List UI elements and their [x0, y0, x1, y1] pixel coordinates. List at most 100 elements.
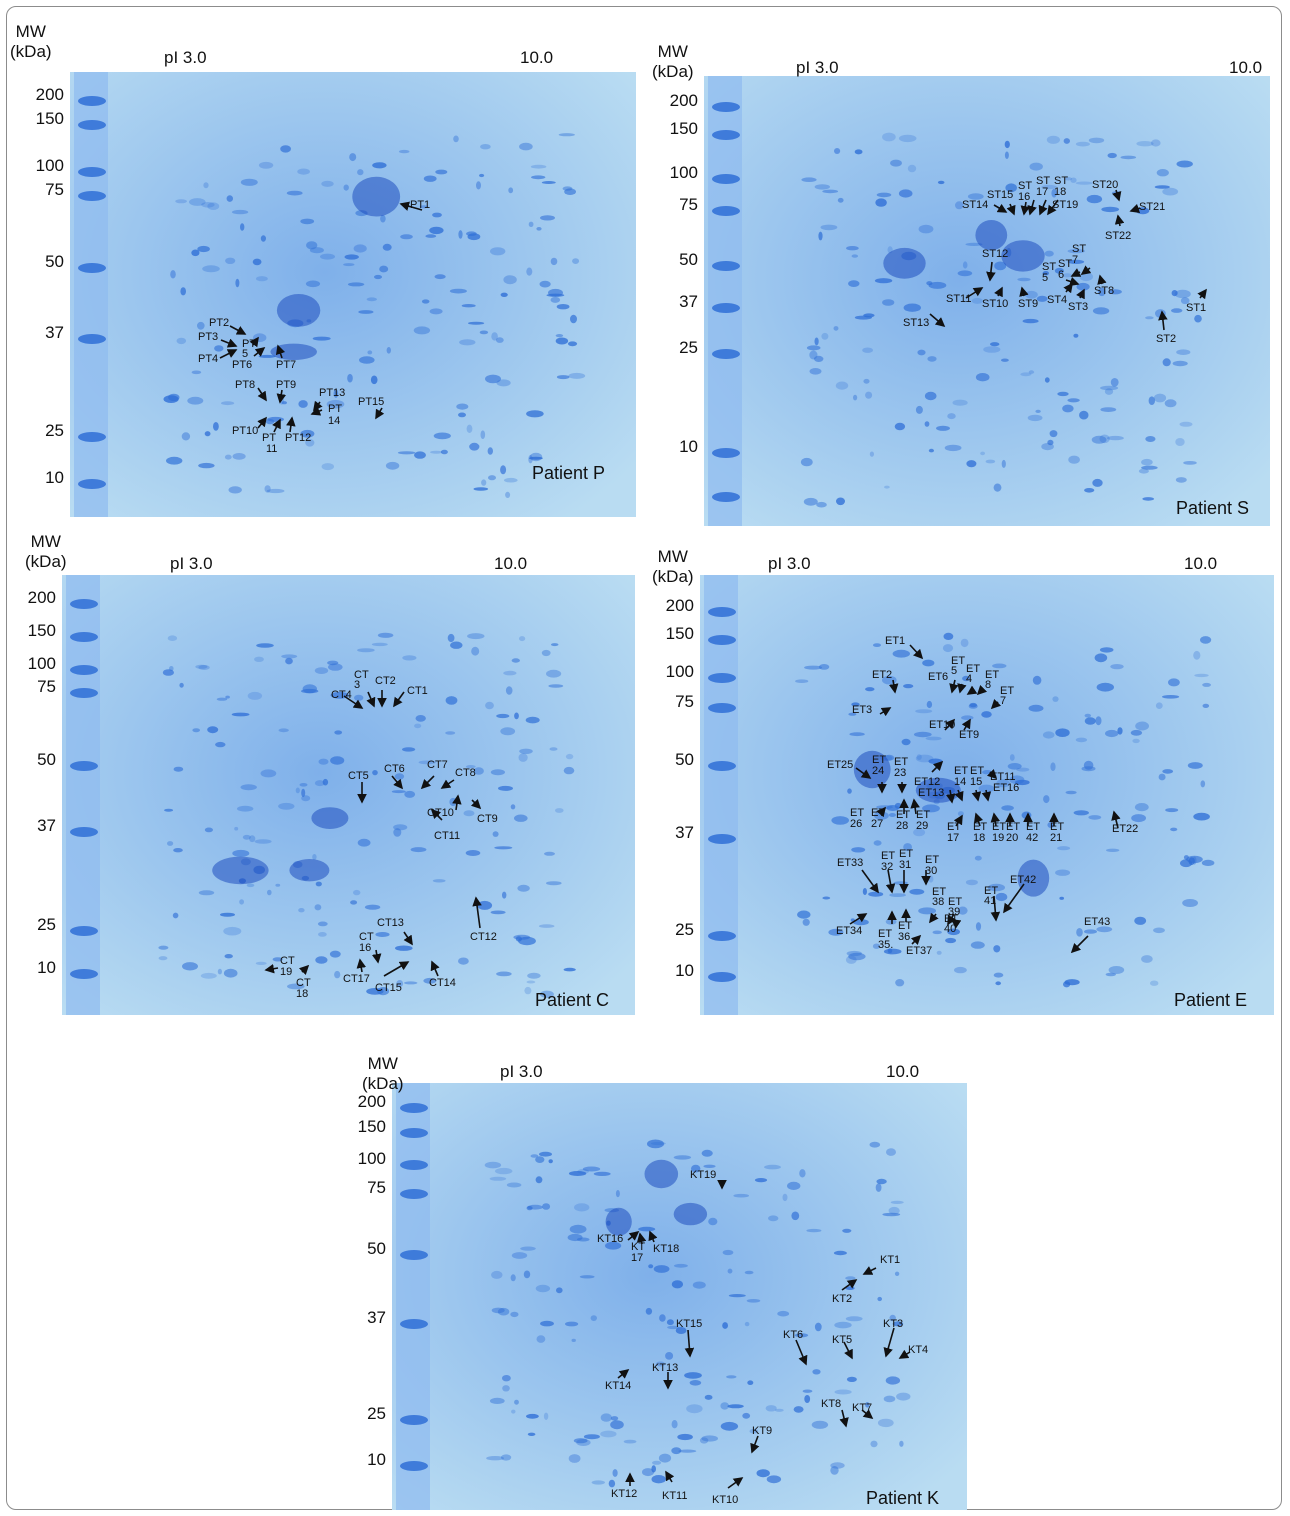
- protein-spot: [254, 839, 272, 844]
- protein-spot: [744, 1270, 754, 1275]
- protein-spot: [847, 788, 852, 794]
- spot-label: KT8: [821, 1398, 842, 1410]
- spot-arrow: [393, 691, 405, 708]
- protein-spot: [1158, 773, 1166, 781]
- protein-spot: [357, 648, 375, 653]
- protein-spot: [380, 214, 386, 223]
- protein-spot: [1134, 803, 1149, 812]
- protein-spot: [593, 1171, 611, 1176]
- protein-spot: [875, 198, 887, 207]
- protein-spot: [425, 234, 437, 238]
- spot-label: ST3: [1068, 301, 1089, 313]
- protein-spot: [242, 834, 251, 840]
- protein-spot: [703, 1164, 716, 1168]
- spot-label: ST4: [1047, 294, 1068, 306]
- protein-spot: [842, 1228, 852, 1233]
- mw-tick-label: 100: [669, 163, 698, 182]
- protein-spot: [473, 487, 489, 491]
- protein-spot: [722, 1322, 728, 1329]
- protein-spot: [198, 665, 210, 670]
- spot-label: ST1: [1186, 302, 1207, 314]
- spot-label: 39: [948, 906, 961, 918]
- protein-spot: [550, 296, 561, 303]
- protein-spot: [667, 1325, 679, 1330]
- gel-stain: [70, 72, 636, 517]
- spot-label: 40: [944, 923, 957, 935]
- protein-spot: [226, 195, 233, 202]
- protein-spot: [490, 247, 506, 256]
- protein-spot: [926, 700, 933, 709]
- marker-band: [400, 1319, 428, 1329]
- protein-spot: [500, 292, 508, 297]
- protein-spot: [502, 1385, 510, 1392]
- protein-spot: [1186, 855, 1203, 864]
- protein-spot: [496, 971, 512, 977]
- protein-spot: [1059, 896, 1064, 900]
- protein-spot: [811, 1420, 829, 1429]
- spot-label: ET11: [990, 771, 1016, 783]
- protein-spot: [1193, 650, 1201, 660]
- pi-left-label: pI 3.0: [500, 1062, 543, 1081]
- spot-label: PT13: [319, 387, 346, 399]
- protein-spot: [608, 1479, 616, 1488]
- protein-spot: [1148, 396, 1155, 406]
- spot-arrow: [883, 1327, 895, 1358]
- protein-spot: [179, 682, 184, 688]
- protein-spot: [421, 299, 430, 304]
- protein-spot: [1007, 763, 1022, 770]
- spot-label: CT14: [429, 977, 456, 989]
- spot-label: 5: [242, 348, 249, 360]
- protein-spot: [256, 276, 268, 282]
- marker-band: [712, 261, 740, 271]
- mw-axis-label-line2: (kDa): [25, 552, 67, 571]
- mw-tick-label: 75: [679, 195, 698, 214]
- spot-arrow: [684, 1329, 695, 1358]
- protein-spot: [528, 221, 534, 227]
- spot-arrow: [403, 931, 413, 946]
- pi-left-label: pI 3.0: [164, 48, 207, 67]
- marker-band: [712, 206, 740, 216]
- protein-spot: [385, 461, 400, 470]
- spot-arrow: [1027, 199, 1037, 216]
- mw-tick-label: 100: [665, 662, 694, 681]
- spot-label: KT1: [880, 1254, 901, 1266]
- spot-label: ET: [871, 807, 886, 819]
- protein-spot: [806, 345, 821, 351]
- mw-tick-label: 25: [679, 338, 698, 357]
- protein-spot: [854, 149, 863, 155]
- spot-label: PT: [242, 338, 257, 350]
- protein-spot: [1022, 318, 1039, 324]
- protein-spot: [980, 451, 985, 456]
- protein-spot: [1183, 461, 1197, 465]
- protein-spot: [297, 168, 310, 175]
- protein-spot: [882, 299, 895, 306]
- protein-spot: [398, 149, 410, 154]
- spot-label: ET: [992, 821, 1007, 833]
- protein-spot: [1096, 926, 1113, 933]
- protein-spot: [1091, 435, 1107, 444]
- protein-spot: [1136, 141, 1154, 147]
- spot-label: PT4: [198, 353, 219, 365]
- protein-spot: [565, 1321, 579, 1327]
- spot-label: ET: [872, 754, 887, 766]
- protein-spot: [804, 665, 823, 670]
- protein-spot: [708, 1217, 718, 1226]
- spot-label: 23: [894, 767, 907, 779]
- protein-spot: [423, 977, 437, 984]
- protein-spot: [600, 1413, 612, 1422]
- protein-spot: [502, 891, 507, 899]
- protein-spot: [546, 293, 565, 297]
- protein-spot: [298, 908, 305, 913]
- protein-spot: [488, 475, 496, 481]
- spot-label: ST12: [982, 248, 1009, 260]
- protein-spot: [1036, 295, 1048, 302]
- protein-spot: [865, 391, 873, 399]
- protein-spot: [1055, 728, 1070, 737]
- protein-spot: [848, 712, 857, 716]
- spot-arrow: [839, 1409, 849, 1428]
- protein-spot: [854, 315, 872, 320]
- mw-tick-label: 50: [367, 1239, 386, 1258]
- protein-spot: [543, 1412, 549, 1420]
- protein-spot: [327, 660, 339, 666]
- protein-spot: [993, 972, 1004, 978]
